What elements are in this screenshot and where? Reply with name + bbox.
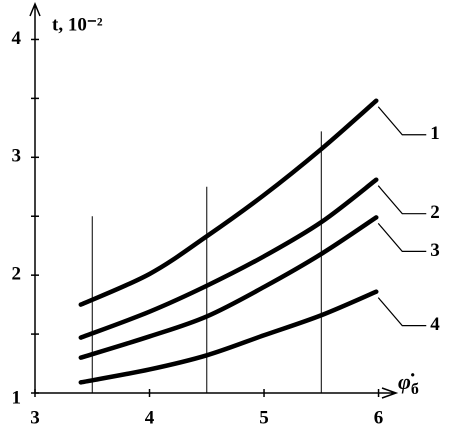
x-axis-label: φ̇б <box>398 369 419 398</box>
curve-label: 2 <box>430 202 440 223</box>
y-tick-label: 4 <box>12 28 22 49</box>
x-tick-label: 4 <box>145 407 155 428</box>
leader-line <box>377 297 427 327</box>
x-axis <box>35 387 399 399</box>
curve <box>78 215 379 360</box>
y-tick-label: 3 <box>12 146 22 167</box>
y-axis-label: t, 10⁻² <box>52 14 103 35</box>
y-tick-label: 1 <box>12 387 22 408</box>
x-axis-subscript: б <box>411 381 419 398</box>
curve-label: 3 <box>430 240 440 261</box>
y-axis <box>29 2 41 393</box>
curve-label: 4 <box>430 314 440 335</box>
curve <box>78 98 379 307</box>
leader-line <box>377 185 427 215</box>
x-tick-label: 6 <box>374 407 384 428</box>
x-axis-symbol: φ̇ <box>398 369 415 394</box>
curve <box>78 289 379 385</box>
leader-line <box>377 223 427 253</box>
curve-label: 1 <box>430 123 440 144</box>
curve <box>78 177 379 340</box>
x-tick-label: 5 <box>259 407 269 428</box>
y-tick-label: 2 <box>12 264 22 285</box>
x-tick-label: 3 <box>30 407 40 428</box>
leader-line <box>377 106 427 136</box>
